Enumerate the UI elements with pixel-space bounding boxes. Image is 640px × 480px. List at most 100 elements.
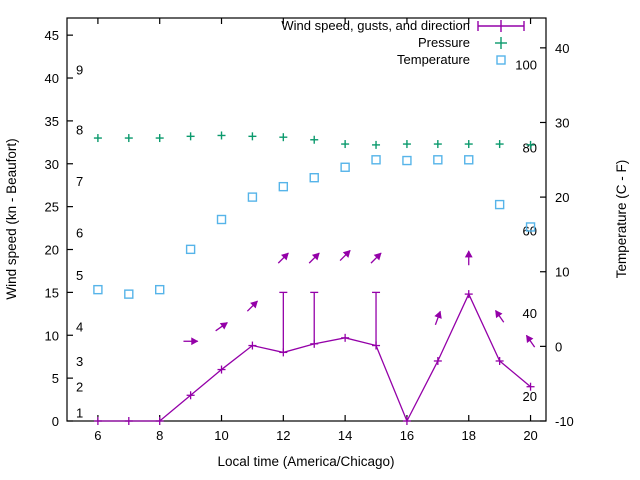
- beaufort-label: 9: [76, 62, 83, 77]
- y-axis-right-title: Temperature (C - F): [614, 160, 629, 279]
- y-left-tick-label: 0: [52, 414, 59, 429]
- legend-key-temperature: [496, 55, 506, 65]
- wind-direction-arrow: [434, 310, 442, 326]
- temperature-marker: [494, 199, 505, 210]
- wind-direction-arrow: [308, 252, 320, 264]
- y-left-tick-label: 20: [45, 243, 59, 258]
- plot-frame: [66, 17, 547, 422]
- beaufort-label: 5: [76, 268, 83, 283]
- temperature-marker: [93, 284, 103, 295]
- pressure-marker: [372, 140, 381, 149]
- y-left-tick-label: 40: [45, 71, 59, 86]
- beaufort-label: 4: [76, 320, 83, 335]
- beaufort-label: 7: [76, 174, 83, 189]
- y-right-tick-label: 10: [555, 265, 569, 280]
- x-axis-title: Local time (America/Chicago): [217, 454, 394, 469]
- beaufort-label: 8: [76, 122, 83, 137]
- pressure-marker: [495, 140, 504, 149]
- series-wind-gusts: [279, 291, 381, 353]
- temperature-marker: [309, 173, 319, 183]
- temperature-marker: [433, 155, 443, 165]
- series-pressure: [93, 131, 535, 149]
- pressure-marker: [124, 134, 133, 143]
- chart-legend: Wind speed, gusts, and direction Pressur…: [281, 18, 525, 67]
- legend-label-temperature: Temperature: [397, 52, 470, 67]
- y-right-tick-label: 40: [555, 41, 569, 56]
- pressure-marker: [402, 140, 411, 149]
- pressure-marker: [93, 134, 102, 143]
- legend-key-wind: [477, 20, 525, 32]
- axis-ticks: [67, 18, 546, 422]
- wind-direction-arrow: [183, 337, 199, 346]
- pressure-marker: [217, 131, 226, 140]
- wind-direction-arrow: [370, 252, 382, 264]
- gust-error-bar: [279, 291, 288, 353]
- y-left-tick-label: 10: [45, 328, 59, 343]
- temperature-marker: [185, 244, 196, 255]
- series-wind-speed: [93, 290, 535, 425]
- temperature-marker: [124, 289, 134, 299]
- wind-direction-arrow: [339, 249, 351, 262]
- wind-direction-arrow: [215, 322, 228, 332]
- fahrenheit-label: 80: [523, 140, 537, 155]
- x-tick-label: 18: [462, 428, 476, 443]
- y-left-tick-label: 5: [52, 371, 59, 386]
- gust-error-bar: [310, 291, 319, 344]
- series-wind-direction-arrows: [183, 249, 536, 348]
- pressure-marker: [526, 140, 535, 149]
- pressure-marker: [279, 133, 288, 142]
- x-tick-label: 10: [214, 428, 228, 443]
- pressure-marker: [248, 132, 257, 141]
- y-left-tick-label: 35: [45, 114, 59, 129]
- y-right-tick-label: 0: [555, 339, 562, 354]
- temperature-marker: [525, 222, 536, 232]
- x-tick-label: 6: [94, 428, 101, 443]
- beaufort-label: 2: [76, 380, 83, 395]
- gust-error-bar: [372, 291, 381, 346]
- y-left-tick-label: 25: [45, 200, 59, 215]
- temperature-marker: [340, 162, 350, 172]
- fahrenheit-label: 20: [523, 389, 537, 404]
- pressure-marker: [341, 140, 350, 149]
- pressure-marker: [186, 132, 195, 141]
- y-right-tick-label: 20: [555, 190, 569, 205]
- x-tick-label: 8: [156, 428, 163, 443]
- y-left-tick-label: 30: [45, 157, 59, 172]
- temperature-marker: [371, 155, 381, 165]
- series-temperature: [93, 155, 536, 299]
- fahrenheit-label: 100: [515, 57, 537, 72]
- y-left-tick-label: 45: [45, 28, 59, 43]
- legend-label-pressure: Pressure: [418, 35, 470, 50]
- temperature-marker: [278, 181, 289, 192]
- pressure-marker: [433, 140, 442, 149]
- x-tick-label: 14: [338, 428, 352, 443]
- x-tick-label: 16: [400, 428, 414, 443]
- beaufort-label: 6: [76, 225, 83, 240]
- y-right-tick-label: -10: [555, 414, 574, 429]
- beaufort-label: 1: [76, 405, 83, 420]
- wind-direction-arrow: [246, 300, 258, 312]
- axis-tick-labels: 6 8 10 12 14 16 18 2005101520253035404512345678…: [45, 28, 574, 443]
- pressure-marker: [155, 134, 164, 143]
- temperature-marker: [247, 192, 258, 202]
- wind-direction-arrow: [277, 252, 289, 264]
- temperature-marker: [155, 284, 165, 295]
- wind-direction-arrow: [464, 250, 473, 266]
- wind-direction-arrow: [495, 310, 505, 323]
- temperature-marker: [402, 155, 412, 166]
- x-tick-label: 12: [276, 428, 290, 443]
- pressure-marker: [464, 140, 473, 149]
- temperature-marker: [464, 155, 474, 165]
- temperature-marker: [216, 214, 227, 225]
- wind-direction-arrow: [525, 334, 536, 348]
- x-tick-label: 20: [523, 428, 537, 443]
- pressure-marker: [310, 135, 319, 144]
- legend-label-wind: Wind speed, gusts, and direction: [281, 18, 470, 33]
- y-right-tick-label: 30: [555, 115, 569, 130]
- y-left-tick-label: 15: [45, 285, 59, 300]
- fahrenheit-label: 40: [523, 306, 537, 321]
- y-axis-left-title: Wind speed (kn - Beaufort): [4, 138, 19, 299]
- legend-key-pressure: [495, 37, 507, 49]
